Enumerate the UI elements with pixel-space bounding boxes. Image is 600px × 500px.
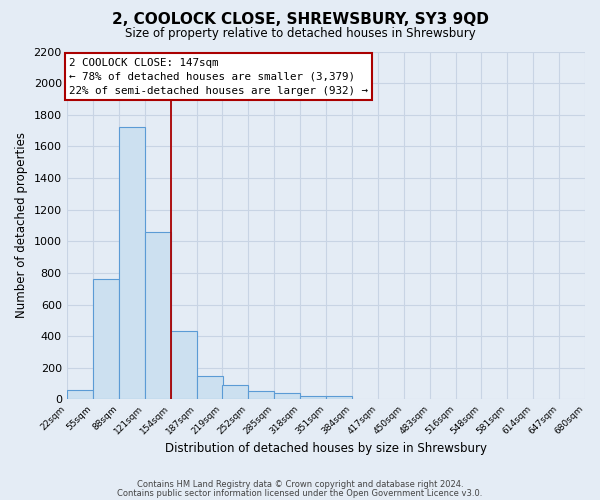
Y-axis label: Number of detached properties: Number of detached properties	[15, 132, 28, 318]
Bar	[300, 396, 326, 400]
Bar	[248, 391, 274, 400]
Bar	[197, 376, 223, 400]
Bar	[274, 393, 300, 400]
Text: 2, COOLOCK CLOSE, SHREWSBURY, SY3 9QD: 2, COOLOCK CLOSE, SHREWSBURY, SY3 9QD	[112, 12, 488, 28]
Text: Contains HM Land Registry data © Crown copyright and database right 2024.: Contains HM Land Registry data © Crown c…	[137, 480, 463, 489]
X-axis label: Distribution of detached houses by size in Shrewsbury: Distribution of detached houses by size …	[165, 442, 487, 455]
Text: Size of property relative to detached houses in Shrewsbury: Size of property relative to detached ho…	[125, 28, 475, 40]
Bar	[67, 390, 92, 400]
Bar	[326, 396, 352, 400]
Bar	[119, 128, 145, 400]
Bar	[92, 280, 119, 400]
Bar	[145, 232, 170, 400]
Text: Contains public sector information licensed under the Open Government Licence v3: Contains public sector information licen…	[118, 488, 482, 498]
Bar	[170, 332, 197, 400]
Text: 2 COOLOCK CLOSE: 147sqm
← 78% of detached houses are smaller (3,379)
22% of semi: 2 COOLOCK CLOSE: 147sqm ← 78% of detache…	[69, 58, 368, 96]
Bar	[222, 386, 248, 400]
